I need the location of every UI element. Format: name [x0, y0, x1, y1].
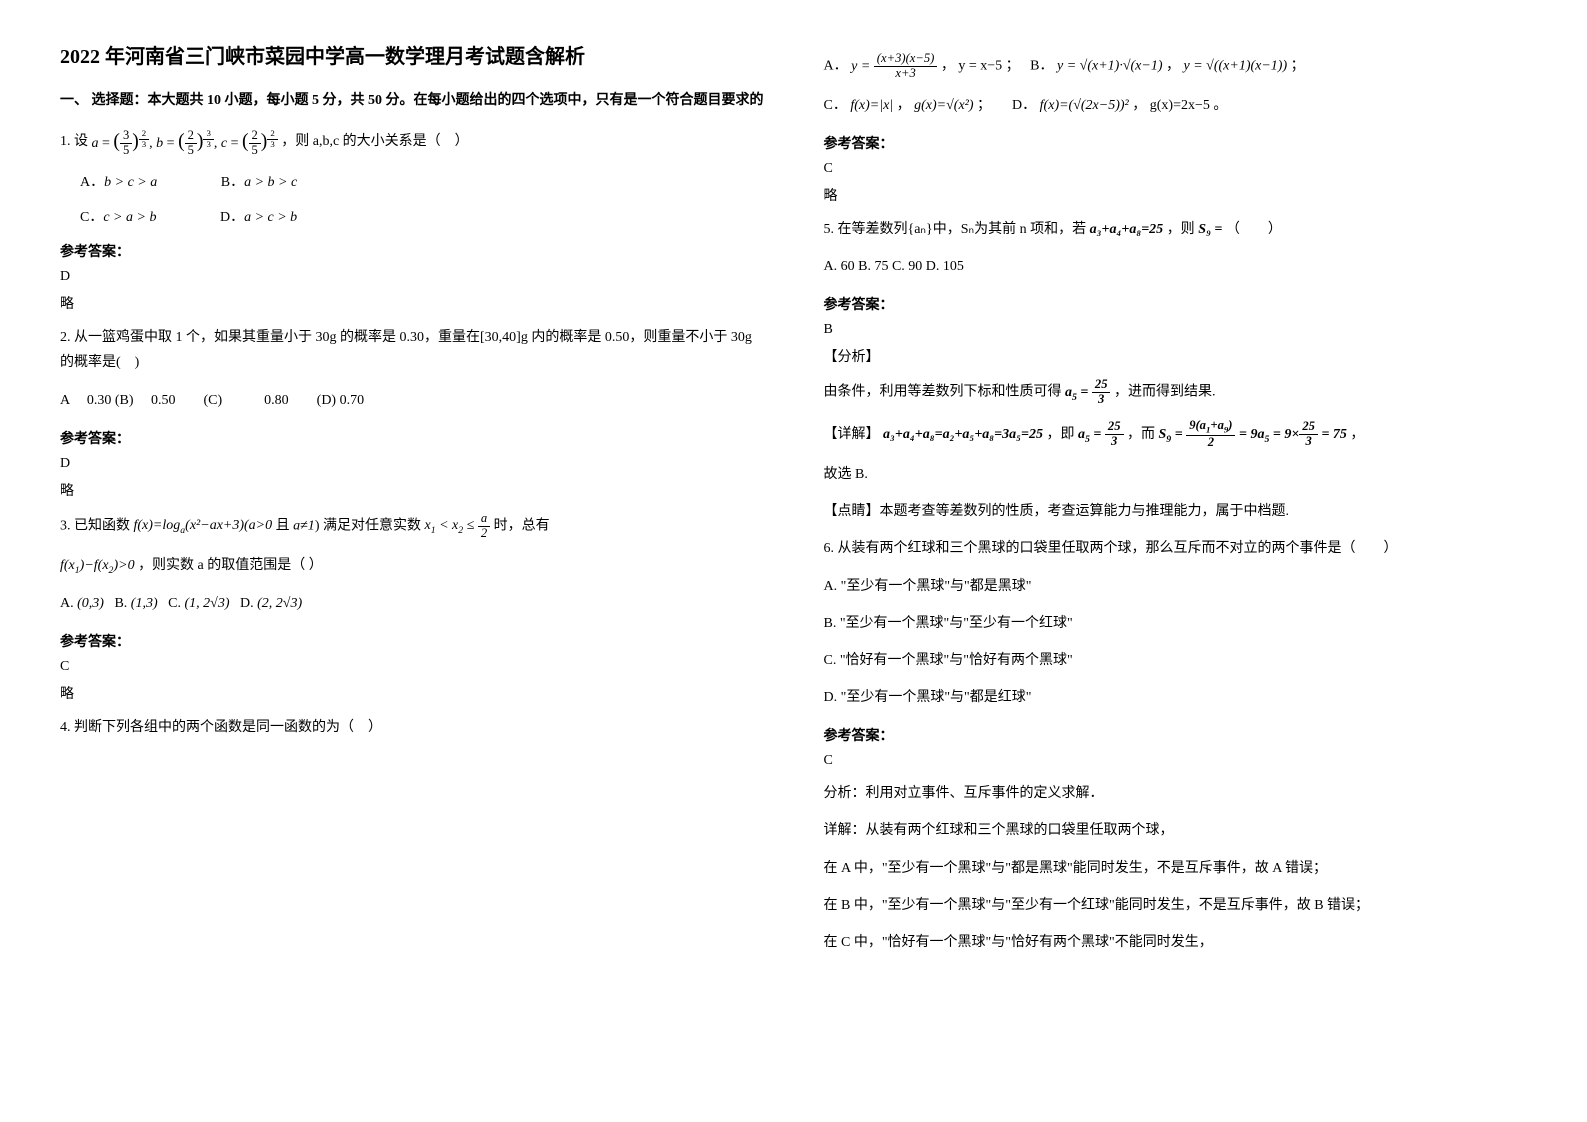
- q5-xj-end: ，: [1350, 427, 1364, 442]
- q4-opt-a-row: A． y = (x+3)(x−5)x+3 ， y = x−5 ； B． y = …: [824, 52, 1528, 81]
- q4-extra: 略: [824, 185, 1528, 205]
- q2-answer: D: [60, 456, 764, 472]
- q5-answer-label: 参考答案：: [824, 294, 1528, 314]
- q3-options: A. (0,3) B. (1,3) C. (1, 2√3) D. (2, 2√3…: [60, 591, 764, 616]
- q4-c-f1: f(x)=|x|: [850, 98, 893, 113]
- q4-d-f1: f(x)=(√(2x−5))²: [1040, 98, 1129, 113]
- q6-xj4: 在 C 中，"恰好有一个黑球"与"恰好有两个黑球"不能同时发生，: [824, 930, 1528, 955]
- q3-opt-b: B. (1,3): [114, 596, 157, 611]
- q6-opt-a: A. "至少有一个黑球"与"都是黑球": [824, 574, 1528, 599]
- q3-cond: x1 < x2 ≤ a2: [424, 518, 490, 533]
- q1-answer-label: 参考答案：: [60, 241, 764, 261]
- q5-xj-mid2: ，而: [1127, 427, 1155, 442]
- q6-answer: C: [824, 753, 1528, 769]
- q4-opt-d-pre: D．: [1012, 98, 1036, 113]
- q5-xiangjie-label: 【详解】: [824, 427, 880, 442]
- q4-d-mid: ， g(x)=2x−5 。: [1132, 98, 1227, 113]
- q3-opt-a: A. (0,3): [60, 596, 104, 611]
- q3-stem-pre: 3. 已知函数: [60, 518, 130, 533]
- q4-b-f1: y = √(x+1)·√(x−1): [1057, 59, 1163, 74]
- q1-stem-pre: 1. 设: [60, 134, 88, 149]
- exam-title: 2022 年河南省三门峡市菜园中学高一数学理月考试题含解析: [60, 40, 764, 69]
- right-column: A． y = (x+3)(x−5)x+3 ， y = x−5 ； B． y = …: [824, 40, 1528, 967]
- q3-mid1: 满足对任意实数: [323, 518, 421, 533]
- q4-c-mid: ，: [897, 98, 915, 113]
- q6-opt-b: B. "至少有一个黑球"与"至少有一个红球": [824, 611, 1528, 636]
- q5-stem-mid: ，则: [1167, 222, 1195, 237]
- q3-f1: f(x)=loga(x²−ax+3)(a>0: [134, 518, 273, 533]
- q5-stem-pre: 5. 在等差数列{aₙ}中，Sₙ为其前 n 项和，若: [824, 222, 1087, 237]
- q4-answer-label: 参考答案：: [824, 133, 1528, 153]
- q5-dianjing: 【点睛】本题考查等差数列的性质，考查运算能力与推理能力，属于中档题.: [824, 499, 1528, 524]
- q4-opt-c-pre: C．: [824, 98, 847, 113]
- q6-xj1: 详解：从装有两个红球和三个黑球的口袋里任取两个球，: [824, 818, 1528, 843]
- q6-opt-c: C. "恰好有一个黑球"与"恰好有两个黑球": [824, 648, 1528, 673]
- q5-conclusion: 故选 B.: [824, 462, 1528, 487]
- q1-formula: a = (35)23, b = (25)33, c = (25)23: [92, 124, 278, 159]
- q1-stem-post: ，则 a,b,c 的大小关系是（ ）: [281, 134, 468, 149]
- q1-extra: 略: [60, 293, 764, 313]
- q5-xj-f1: a₃+a₄+a₈=a₂+a₅+a₈=3a₅=25: [883, 427, 1043, 442]
- q3-mid2: 时，总有: [494, 518, 550, 533]
- q3-answer-label: 参考答案：: [60, 631, 764, 651]
- q4-a-f1: y = (x+3)(x−5)x+3: [851, 59, 937, 74]
- q5-xj-f2: a5 = 253: [1078, 427, 1123, 442]
- section-1-header: 一、 选择题：本大题共 10 小题，每小题 5 分，共 50 分。在每小题给出的…: [60, 89, 764, 109]
- q5-fenxi: 由条件，利用等差数列下标和性质可得 a5 = 253 ，进而得到结果.: [824, 378, 1528, 407]
- q1-options: A．b > c > a B．a > b > c C．c > a > b D．a …: [80, 171, 764, 226]
- q5-options: A. 60 B. 75 C. 90 D. 105: [824, 254, 1528, 279]
- q4-b-f2: y = √((x+1)(x−1)): [1183, 59, 1287, 74]
- question-4: 4. 判断下列各组中的两个函数是同一函数的为（ ）: [60, 715, 764, 740]
- q5-fenxi-post: ，进而得到结果.: [1114, 385, 1216, 400]
- q5-cond: a₃+a₄+a₈=25: [1090, 222, 1164, 237]
- q1-opt-c: C．c > a > b: [80, 206, 156, 226]
- q1-opt-d: D．a > c > b: [220, 206, 297, 226]
- q5-fenxi-label: 【分析】: [824, 346, 1528, 366]
- q5-fenxi-f: a5 = 253: [1065, 385, 1110, 400]
- q5-stem-post: （ ）: [1226, 222, 1282, 237]
- question-3: 3. 已知函数 f(x)=loga(x²−ax+3)(a>0 且 a≠1) 满足…: [60, 512, 764, 541]
- q6-xj2: 在 A 中，"至少有一个黑球"与"都是黑球"能同时发生，不是互斥事件，故 A 错…: [824, 856, 1528, 881]
- q4-answer: C: [824, 161, 1528, 177]
- q1-opt-b: B．a > b > c: [221, 171, 297, 191]
- q4-opt-a-pre: A．: [824, 59, 848, 74]
- q5-ask: S₉ =: [1198, 222, 1222, 237]
- q5-fenxi-pre: 由条件，利用等差数列下标和性质可得: [824, 385, 1062, 400]
- q1-opt-a: A．b > c > a: [80, 171, 157, 191]
- q6-answer-label: 参考答案：: [824, 725, 1528, 745]
- q6-opt-d: D. "至少有一个黑球"与"都是红球": [824, 685, 1528, 710]
- q4-b-end: ；: [1291, 59, 1305, 74]
- q6-xj3: 在 B 中，"至少有一个黑球"与"至少有一个红球"能同时发生，不是互斥事件，故 …: [824, 893, 1528, 918]
- q3-answer: C: [60, 659, 764, 675]
- left-column: 2022 年河南省三门峡市菜园中学高一数学理月考试题含解析 一、 选择题：本大题…: [60, 40, 764, 967]
- page-container: 2022 年河南省三门峡市菜园中学高一数学理月考试题含解析 一、 选择题：本大题…: [60, 40, 1527, 967]
- q2-answer-label: 参考答案：: [60, 428, 764, 448]
- q3-line2: f(x1)−f(x2)>0 ，则实数 a 的取值范围是（ ）: [60, 553, 764, 579]
- question-2: 2. 从一篮鸡蛋中取 1 个，如果其重量小于 30g 的概率是 0.30，重量在…: [60, 325, 764, 375]
- q3-mid3: ，则实数 a 的取值范围是（ ）: [138, 558, 323, 573]
- q4-opt-b-pre: B．: [1030, 59, 1053, 74]
- q5-answer: B: [824, 322, 1528, 338]
- question-1: 1. 设 a = (35)23, b = (25)33, c = (25)23 …: [60, 124, 764, 159]
- q4-a-mid: ， y = x−5 ；: [941, 59, 1020, 74]
- q5-xj-mid1: ，即: [1047, 427, 1075, 442]
- q4-b-mid: ，: [1166, 59, 1184, 74]
- question-5: 5. 在等差数列{aₙ}中，Sₙ为其前 n 项和，若 a₃+a₄+a₈=25 ，…: [824, 217, 1528, 242]
- q4-c-f2: g(x)=√(x²): [914, 98, 973, 113]
- question-6: 6. 从装有两个红球和三个黑球的口袋里任取两个球，那么互斥而不对立的两个事件是（…: [824, 536, 1528, 561]
- q2-extra: 略: [60, 480, 764, 500]
- q2-options: A 0.30 (B) 0.50 (C) 0.80 (D) 0.70: [60, 388, 764, 413]
- q4-c-end: ；: [977, 98, 991, 113]
- q1-answer: D: [60, 269, 764, 285]
- q3-f2: f(x1)−f(x2)>0: [60, 558, 135, 573]
- q3-opt-c: C. (1, 2√3): [168, 596, 229, 611]
- q3-extra: 略: [60, 683, 764, 703]
- q4-opt-cd-row: C． f(x)=|x| ， g(x)=√(x²) ； D． f(x)=(√(2x…: [824, 93, 1528, 118]
- q6-fenxi: 分析：利用对立事件、互斥事件的定义求解．: [824, 781, 1528, 806]
- q5-xiangjie: 【详解】 a₃+a₄+a₈=a₂+a₅+a₈=3a₅=25 ，即 a5 = 25…: [824, 419, 1528, 450]
- q3-opt-d: D. (2, 2√3): [240, 596, 302, 611]
- q5-xj-f3: S9 = 9(a1+a9)2 = 9a5 = 9×253 = 75: [1159, 427, 1347, 442]
